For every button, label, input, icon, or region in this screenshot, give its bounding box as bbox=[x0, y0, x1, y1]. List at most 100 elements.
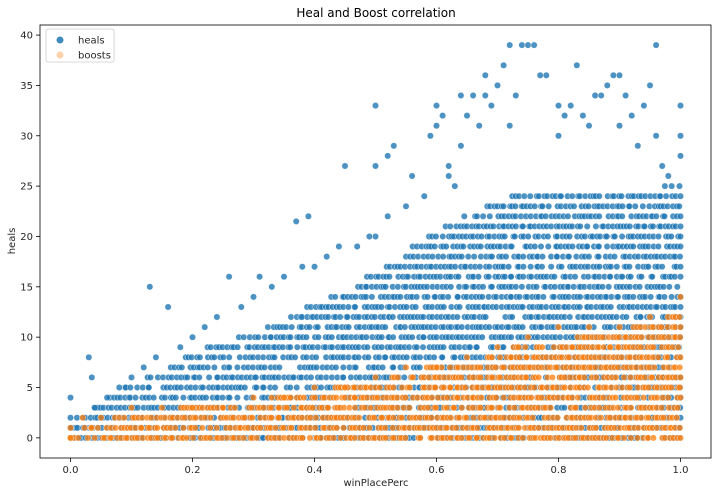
data-point bbox=[362, 333, 370, 341]
data-point bbox=[253, 434, 261, 442]
data-point bbox=[355, 414, 363, 422]
data-point bbox=[547, 404, 554, 412]
data-point bbox=[433, 363, 440, 371]
data-point bbox=[261, 363, 268, 371]
data-point bbox=[288, 424, 295, 432]
data-point bbox=[618, 192, 625, 200]
data-point bbox=[519, 434, 527, 442]
data-point bbox=[482, 313, 489, 321]
data-point bbox=[455, 273, 462, 281]
data-point bbox=[629, 293, 637, 301]
data-point bbox=[620, 373, 628, 381]
data-point bbox=[219, 394, 226, 401]
data-point bbox=[508, 243, 515, 250]
data-point bbox=[299, 434, 306, 442]
series-heals bbox=[67, 41, 684, 442]
data-point bbox=[256, 273, 263, 281]
data-point bbox=[463, 353, 471, 361]
data-point bbox=[365, 424, 373, 432]
data-point bbox=[457, 142, 465, 150]
data-point bbox=[607, 303, 615, 311]
data-point bbox=[451, 182, 459, 190]
data-point bbox=[597, 414, 605, 422]
x-axis: 0.0 0.2 0.4 0.6 0.8 1.0 bbox=[63, 458, 688, 476]
data-point bbox=[648, 373, 656, 381]
data-point bbox=[420, 192, 428, 200]
data-point bbox=[364, 353, 372, 361]
data-point bbox=[419, 343, 427, 351]
data-point bbox=[103, 394, 111, 401]
data-point bbox=[189, 333, 196, 341]
data-point bbox=[452, 424, 460, 432]
data-point bbox=[440, 343, 447, 351]
data-point bbox=[458, 404, 466, 412]
data-point bbox=[290, 404, 298, 412]
data-point bbox=[622, 92, 629, 99]
data-point bbox=[331, 293, 339, 301]
data-point bbox=[445, 172, 453, 180]
data-point bbox=[372, 233, 379, 240]
data-point bbox=[402, 363, 410, 371]
data-point bbox=[313, 363, 320, 371]
data-point bbox=[464, 253, 472, 261]
data-point bbox=[607, 323, 614, 331]
data-point bbox=[569, 343, 576, 351]
data-point bbox=[195, 373, 203, 381]
data-point bbox=[481, 92, 489, 99]
data-point bbox=[393, 404, 401, 412]
data-point bbox=[477, 363, 484, 371]
data-point bbox=[508, 384, 516, 391]
data-point bbox=[502, 253, 510, 261]
data-point bbox=[521, 384, 529, 391]
data-point bbox=[549, 373, 556, 381]
data-point bbox=[658, 404, 665, 412]
data-point bbox=[416, 353, 424, 361]
data-point bbox=[381, 424, 389, 432]
data-point bbox=[206, 424, 214, 432]
data-point bbox=[286, 343, 294, 351]
data-point bbox=[311, 424, 319, 432]
data-point bbox=[583, 222, 591, 230]
data-point bbox=[523, 353, 530, 361]
data-point bbox=[231, 404, 239, 412]
data-point bbox=[365, 233, 373, 240]
data-point bbox=[619, 202, 626, 210]
data-point bbox=[84, 434, 92, 442]
data-point bbox=[343, 313, 351, 321]
data-point bbox=[429, 253, 436, 261]
data-point bbox=[539, 202, 546, 210]
data-point bbox=[602, 434, 610, 442]
data-point bbox=[458, 373, 465, 381]
data-point bbox=[658, 263, 666, 271]
data-point bbox=[524, 233, 532, 240]
data-point bbox=[438, 353, 446, 361]
data-point bbox=[236, 353, 244, 361]
data-point bbox=[664, 394, 672, 401]
y-tick-label: 5 bbox=[27, 383, 33, 394]
data-point bbox=[314, 333, 322, 341]
data-point bbox=[268, 394, 275, 401]
data-point bbox=[256, 424, 264, 432]
data-point bbox=[620, 434, 628, 442]
data-point bbox=[677, 222, 684, 230]
data-point bbox=[561, 112, 568, 120]
data-point bbox=[612, 384, 620, 391]
data-point bbox=[394, 373, 402, 381]
data-point bbox=[360, 424, 367, 432]
data-point bbox=[287, 313, 295, 321]
data-point bbox=[485, 384, 493, 391]
data-point bbox=[275, 404, 283, 412]
data-point bbox=[531, 202, 539, 210]
data-point bbox=[491, 434, 499, 442]
data-point bbox=[344, 303, 352, 311]
data-point bbox=[332, 394, 340, 401]
data-point bbox=[555, 323, 562, 331]
data-point bbox=[378, 303, 385, 311]
data-point bbox=[389, 363, 397, 371]
data-point bbox=[584, 384, 592, 391]
x-tick-label: 0.4 bbox=[307, 465, 323, 476]
data-point bbox=[128, 373, 135, 381]
data-point bbox=[515, 343, 523, 351]
data-point bbox=[424, 293, 431, 301]
data-point bbox=[550, 343, 558, 351]
